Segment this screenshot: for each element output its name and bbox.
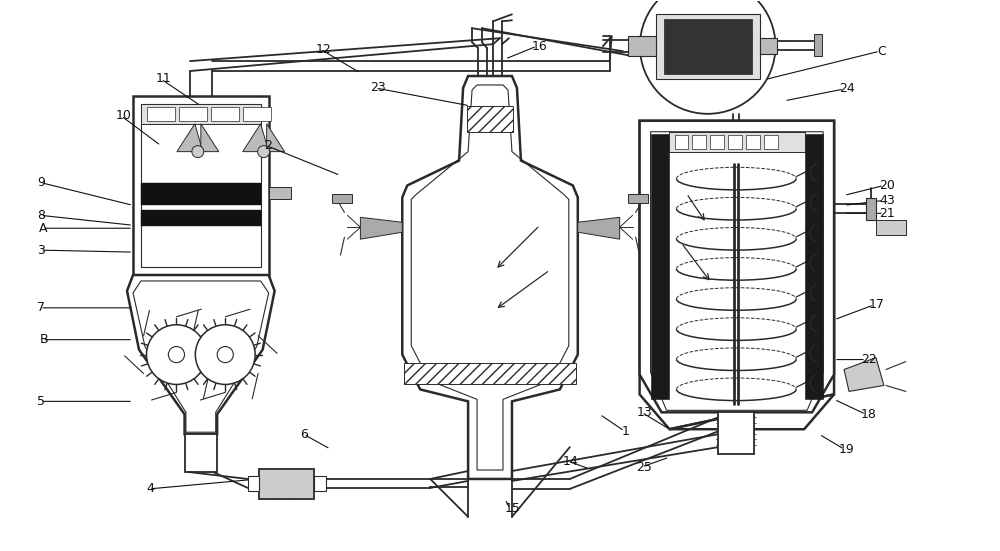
Text: 8: 8 bbox=[37, 209, 45, 222]
Bar bbox=[728, 134, 742, 149]
Bar bbox=[467, 106, 513, 132]
Polygon shape bbox=[640, 121, 834, 412]
Text: 3: 3 bbox=[37, 244, 45, 257]
Bar bbox=[332, 195, 352, 203]
Bar bbox=[211, 107, 239, 121]
Text: 17: 17 bbox=[869, 298, 885, 311]
Text: 15: 15 bbox=[505, 503, 521, 515]
Polygon shape bbox=[578, 217, 620, 239]
Bar bbox=[876, 220, 906, 235]
Bar bbox=[248, 476, 259, 491]
Text: 22: 22 bbox=[861, 353, 877, 366]
Bar bbox=[243, 107, 271, 121]
Text: 4: 4 bbox=[146, 483, 154, 495]
Bar bbox=[147, 107, 175, 121]
Bar bbox=[269, 187, 291, 199]
Polygon shape bbox=[133, 96, 269, 275]
Circle shape bbox=[217, 347, 233, 363]
Bar bbox=[628, 36, 656, 56]
Text: 1: 1 bbox=[622, 425, 630, 437]
Polygon shape bbox=[127, 275, 275, 434]
Text: 2: 2 bbox=[264, 139, 272, 152]
Text: B: B bbox=[39, 333, 48, 346]
Bar bbox=[760, 38, 777, 54]
Bar bbox=[866, 198, 876, 220]
Text: 16: 16 bbox=[532, 40, 548, 53]
Bar bbox=[669, 132, 805, 152]
Text: 13: 13 bbox=[637, 406, 652, 419]
Bar bbox=[651, 134, 669, 399]
Polygon shape bbox=[360, 217, 402, 239]
Polygon shape bbox=[844, 358, 884, 391]
Text: 5: 5 bbox=[37, 395, 45, 408]
Bar bbox=[746, 134, 760, 149]
Bar bbox=[314, 476, 326, 491]
Circle shape bbox=[192, 145, 204, 158]
Bar bbox=[764, 134, 778, 149]
Bar bbox=[814, 34, 822, 56]
Text: 21: 21 bbox=[879, 207, 895, 220]
Bar bbox=[141, 104, 261, 124]
Text: 23: 23 bbox=[370, 82, 386, 94]
Text: 12: 12 bbox=[316, 42, 331, 56]
Circle shape bbox=[168, 347, 184, 363]
Circle shape bbox=[640, 0, 775, 114]
Bar bbox=[628, 195, 648, 203]
Polygon shape bbox=[201, 124, 219, 152]
Text: 20: 20 bbox=[879, 179, 895, 192]
Bar bbox=[692, 134, 706, 149]
Text: 10: 10 bbox=[116, 109, 132, 122]
Text: 24: 24 bbox=[839, 83, 855, 95]
Text: C: C bbox=[877, 45, 886, 58]
Polygon shape bbox=[670, 395, 834, 429]
Text: 25: 25 bbox=[637, 461, 652, 473]
Text: 14: 14 bbox=[563, 455, 579, 468]
Bar bbox=[141, 183, 261, 206]
Text: 11: 11 bbox=[156, 73, 172, 85]
Circle shape bbox=[258, 145, 270, 158]
Bar bbox=[141, 210, 261, 226]
Text: 9: 9 bbox=[37, 176, 45, 189]
Polygon shape bbox=[267, 124, 285, 152]
Text: 19: 19 bbox=[839, 442, 855, 456]
Text: 43: 43 bbox=[879, 194, 895, 207]
Bar bbox=[185, 434, 217, 472]
Bar bbox=[664, 19, 752, 74]
Polygon shape bbox=[402, 76, 578, 479]
Bar bbox=[718, 412, 754, 454]
Bar bbox=[404, 363, 576, 385]
Bar bbox=[141, 104, 261, 267]
Bar bbox=[675, 134, 688, 149]
Polygon shape bbox=[243, 124, 269, 152]
Bar bbox=[656, 14, 760, 79]
Bar bbox=[710, 134, 724, 149]
Text: 6: 6 bbox=[301, 428, 308, 441]
Bar bbox=[179, 107, 207, 121]
Circle shape bbox=[195, 325, 255, 385]
Polygon shape bbox=[177, 124, 203, 152]
Text: A: A bbox=[39, 222, 48, 235]
Bar bbox=[805, 134, 823, 399]
Text: 18: 18 bbox=[861, 408, 877, 421]
Circle shape bbox=[147, 325, 206, 385]
Bar bbox=[259, 469, 314, 499]
Text: 7: 7 bbox=[37, 301, 45, 314]
Polygon shape bbox=[640, 121, 834, 429]
